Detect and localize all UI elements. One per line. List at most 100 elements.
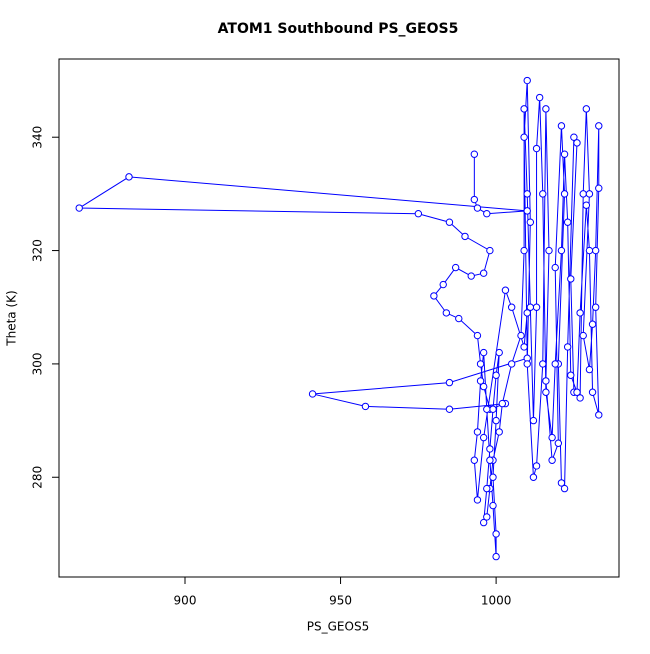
x-tick-label: 950 <box>329 594 352 608</box>
y-tick-label: 280 <box>31 466 45 489</box>
data-point <box>361 402 370 411</box>
data-point <box>567 371 575 379</box>
data-point <box>560 150 569 158</box>
data-point <box>523 76 531 85</box>
data-point <box>476 360 485 368</box>
data-point <box>507 303 516 311</box>
data-point <box>570 133 578 141</box>
data-point <box>560 190 569 198</box>
data-point <box>479 518 488 527</box>
data-point <box>529 416 538 425</box>
data-point <box>585 190 594 198</box>
data-point <box>308 390 317 398</box>
data-point <box>492 371 500 379</box>
data-point <box>557 479 566 487</box>
data-point <box>451 263 460 272</box>
data-point <box>470 150 479 158</box>
data-point <box>548 456 556 464</box>
plot-box <box>58 58 620 578</box>
data-point <box>461 232 469 241</box>
data-point <box>554 439 563 447</box>
data-point <box>529 473 538 481</box>
y-axis-label: Theta (K) <box>5 290 19 346</box>
data-point <box>479 348 488 357</box>
x-tick-label: 900 <box>174 594 197 608</box>
data-point <box>473 331 482 340</box>
data-point <box>523 207 531 215</box>
data-point <box>483 513 491 521</box>
data-point <box>489 405 497 413</box>
data-point <box>473 204 482 212</box>
data-point <box>532 462 541 470</box>
x-axis-label: PS_GEOS5 <box>307 620 369 634</box>
data-point <box>563 343 572 351</box>
data-point <box>582 201 591 209</box>
data-point <box>467 272 475 280</box>
data-point <box>498 399 507 408</box>
data-point <box>523 360 531 368</box>
data-point <box>548 433 556 442</box>
data-point <box>414 210 423 218</box>
data-point <box>579 331 587 340</box>
data-point <box>492 530 500 538</box>
data-point <box>486 456 494 464</box>
data-line <box>77 80 600 557</box>
data-point <box>489 501 497 510</box>
data-point <box>523 190 531 198</box>
data-point <box>582 105 591 113</box>
data-point <box>526 303 535 311</box>
data-point <box>479 433 488 442</box>
data-point <box>532 303 541 311</box>
data-point <box>445 378 454 387</box>
data-point <box>470 456 479 464</box>
data-point <box>588 388 597 396</box>
data-point <box>523 309 531 317</box>
data-point <box>595 411 603 419</box>
data-point <box>520 133 528 141</box>
data-point <box>588 320 597 328</box>
data-point <box>579 190 587 198</box>
data-point <box>526 218 535 226</box>
data-point <box>535 93 544 102</box>
data-point <box>486 246 494 255</box>
data-point <box>542 377 550 385</box>
data-point <box>125 173 133 181</box>
data-point <box>585 365 594 374</box>
data-point <box>75 204 83 212</box>
data-point <box>430 292 438 300</box>
data-point <box>539 360 547 368</box>
y-tick-label: 300 <box>31 352 45 375</box>
data-point <box>473 496 482 504</box>
data-point <box>507 360 516 368</box>
data-point <box>557 246 566 255</box>
data-point <box>573 388 581 396</box>
data-point <box>591 246 600 255</box>
data-point <box>445 405 454 413</box>
data-point <box>455 314 463 323</box>
data-point <box>520 246 528 255</box>
data-point <box>442 309 451 317</box>
data-point <box>439 280 447 289</box>
data-point <box>557 122 566 130</box>
data-point <box>532 144 541 153</box>
data-point <box>501 286 510 294</box>
data-point <box>473 428 482 436</box>
data-point <box>576 394 584 402</box>
data-point <box>542 388 550 396</box>
data-point <box>483 405 491 413</box>
data-point <box>445 218 454 226</box>
y-tick-label: 320 <box>31 239 45 262</box>
data-point <box>495 348 503 357</box>
data-point <box>492 552 500 561</box>
data-point <box>486 445 494 453</box>
x-tick-label: 1000 <box>481 594 512 608</box>
data-point <box>489 473 497 481</box>
y-tick-label: 340 <box>31 126 45 149</box>
data-point <box>545 246 553 255</box>
data-point <box>479 382 488 391</box>
data-point <box>595 122 603 130</box>
data-point <box>591 303 600 311</box>
data-point <box>551 360 559 368</box>
